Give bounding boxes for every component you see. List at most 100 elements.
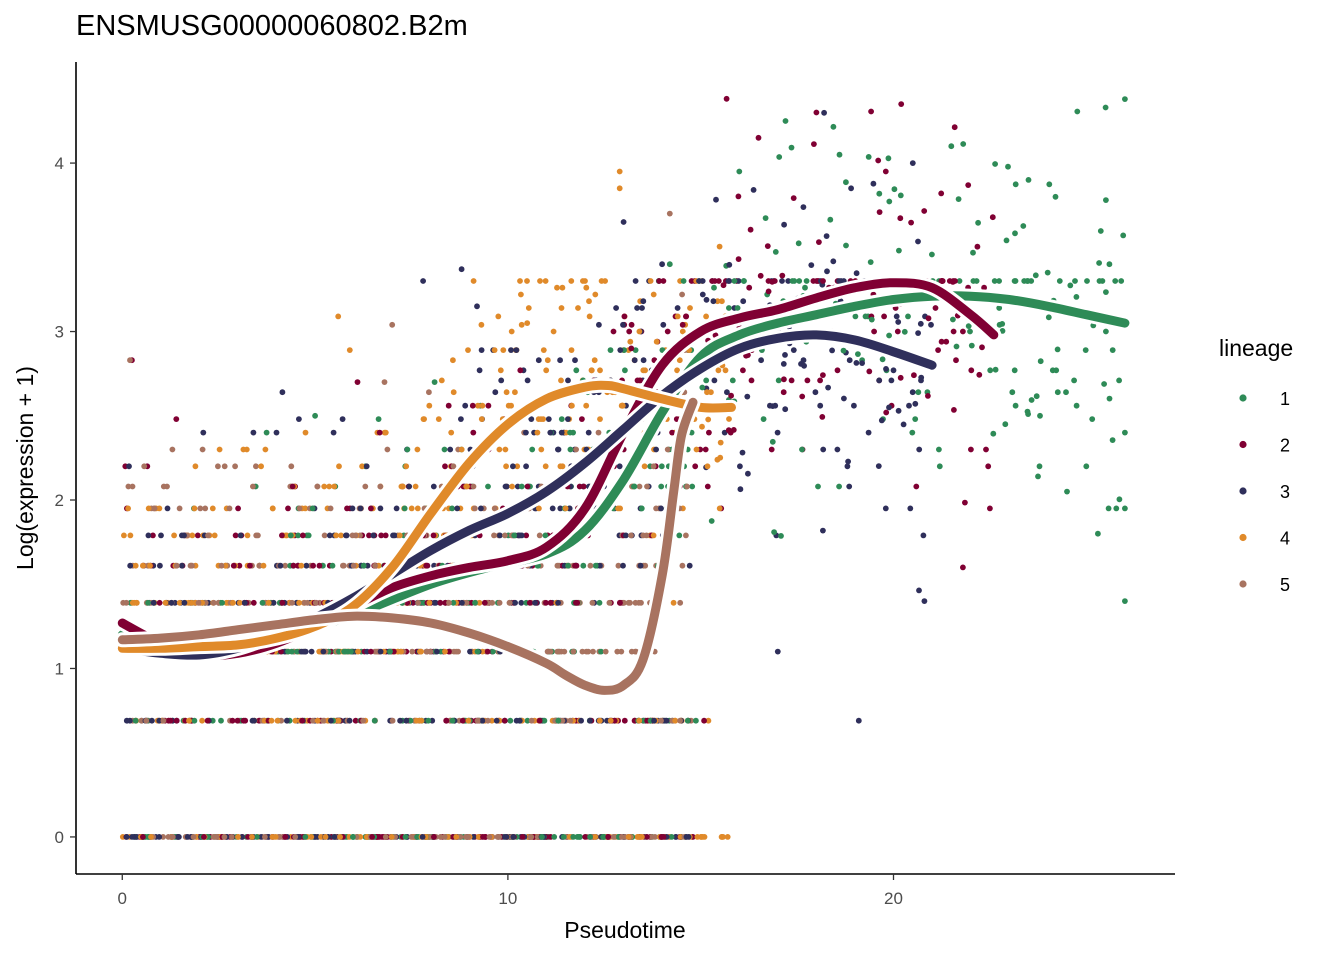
data-point-lineage-5 xyxy=(288,463,295,470)
data-point-lineage-1 xyxy=(560,834,567,840)
data-point-lineage-3 xyxy=(875,463,882,469)
data-point-lineage-3 xyxy=(841,395,847,402)
data-point-lineage-3 xyxy=(474,303,480,310)
data-point-lineage-3 xyxy=(270,599,277,606)
data-point-lineage-3 xyxy=(774,429,781,436)
data-point-lineage-1 xyxy=(431,379,438,385)
data-point-lineage-4 xyxy=(586,313,593,320)
data-point-lineage-1 xyxy=(485,483,491,490)
data-point-lineage-2 xyxy=(813,109,820,116)
data-point-lineage-3 xyxy=(907,505,914,512)
data-point-lineage-4 xyxy=(563,429,569,436)
data-point-lineage-4 xyxy=(672,717,679,724)
data-point-lineage-1 xyxy=(1095,530,1101,537)
data-point-lineage-3 xyxy=(920,532,927,539)
data-point-lineage-1 xyxy=(905,313,911,320)
data-point-lineage-3 xyxy=(800,204,807,211)
data-point-lineage-2 xyxy=(245,834,251,840)
data-point-lineage-1 xyxy=(1089,416,1096,422)
data-point-lineage-1 xyxy=(658,483,665,490)
data-point-lineage-4 xyxy=(223,599,230,606)
data-point-lineage-2 xyxy=(894,328,901,335)
data-point-lineage-2 xyxy=(669,429,675,436)
data-point-lineage-5 xyxy=(176,505,183,512)
data-point-lineage-2 xyxy=(234,717,241,724)
data-point-lineage-5 xyxy=(472,505,478,512)
data-point-lineage-2 xyxy=(156,599,163,606)
data-point-lineage-1 xyxy=(1002,421,1009,428)
data-point-lineage-4 xyxy=(543,367,550,374)
data-point-lineage-1 xyxy=(219,599,226,606)
data-point-lineage-2 xyxy=(780,389,787,396)
data-point-lineage-4 xyxy=(442,648,448,655)
data-point-lineage-3 xyxy=(447,446,454,453)
data-point-lineage-1 xyxy=(1056,278,1063,284)
data-point-lineage-3 xyxy=(596,321,602,328)
data-point-lineage-3 xyxy=(876,377,883,384)
legend-label-3: 3 xyxy=(1280,482,1290,502)
data-point-lineage-1 xyxy=(598,648,604,655)
data-point-lineage-1 xyxy=(360,562,367,569)
data-point-lineage-3 xyxy=(737,463,743,470)
data-point-lineage-4 xyxy=(199,717,206,724)
data-point-lineage-2 xyxy=(688,278,695,284)
data-point-lineage-3 xyxy=(478,347,485,353)
data-point-lineage-1 xyxy=(1106,261,1113,268)
data-point-lineage-3 xyxy=(377,505,384,512)
data-point-lineage-1 xyxy=(387,648,393,655)
data-point-lineage-1 xyxy=(1036,463,1043,470)
data-point-lineage-1 xyxy=(1106,395,1113,402)
data-point-lineage-1 xyxy=(703,377,710,384)
data-point-lineage-3 xyxy=(800,357,807,364)
data-point-lineage-2 xyxy=(921,208,928,214)
data-point-lineage-2 xyxy=(866,368,873,375)
data-point-lineage-1 xyxy=(689,483,696,490)
data-point-lineage-3 xyxy=(558,429,565,436)
data-point-lineage-3 xyxy=(790,347,797,353)
data-point-lineage-4 xyxy=(495,313,502,320)
data-point-lineage-5 xyxy=(190,834,197,840)
data-point-lineage-2 xyxy=(730,427,737,433)
data-point-lineage-1 xyxy=(711,284,717,291)
data-point-lineage-3 xyxy=(492,389,499,396)
data-point-lineage-2 xyxy=(976,371,983,378)
data-point-lineage-2 xyxy=(692,463,699,470)
data-point-lineage-5 xyxy=(187,562,194,569)
data-point-lineage-1 xyxy=(287,532,294,539)
data-point-lineage-5 xyxy=(256,562,263,569)
data-point-lineage-1 xyxy=(404,446,411,453)
data-point-lineage-4 xyxy=(209,505,216,512)
data-point-lineage-3 xyxy=(363,463,370,470)
data-point-lineage-2 xyxy=(278,648,284,655)
data-point-lineage-4 xyxy=(640,367,647,374)
data-point-lineage-2 xyxy=(431,834,437,840)
data-point-lineage-2 xyxy=(781,376,787,383)
data-point-lineage-2 xyxy=(979,344,985,351)
y-axis-ticks: 0 1 2 3 4 xyxy=(55,154,76,847)
data-point-lineage-2 xyxy=(723,95,730,102)
data-point-lineage-5 xyxy=(409,648,416,655)
data-point-lineage-5 xyxy=(314,483,321,490)
data-point-lineage-3 xyxy=(699,291,706,298)
data-point-lineage-5 xyxy=(494,834,501,840)
data-point-lineage-3 xyxy=(156,717,163,724)
data-point-lineage-3 xyxy=(823,233,830,240)
data-point-lineage-5 xyxy=(310,717,316,724)
data-point-lineage-1 xyxy=(987,367,994,374)
data-point-lineage-3 xyxy=(181,599,188,606)
data-point-lineage-3 xyxy=(725,278,732,284)
data-point-lineage-4 xyxy=(719,834,725,840)
data-point-lineage-4 xyxy=(559,284,566,291)
data-point-lineage-5 xyxy=(377,483,384,490)
data-point-lineage-4 xyxy=(596,717,603,724)
data-point-lineage-4 xyxy=(296,599,302,606)
data-point-lineage-2 xyxy=(817,377,823,384)
data-point-lineage-2 xyxy=(913,483,920,490)
data-point-lineage-2 xyxy=(430,532,437,539)
data-point-lineage-4 xyxy=(314,717,321,724)
data-point-lineage-4 xyxy=(269,505,276,512)
data-point-lineage-5 xyxy=(141,463,148,470)
data-point-lineage-1 xyxy=(999,321,1006,327)
data-point-lineage-2 xyxy=(344,505,350,512)
data-point-lineage-1 xyxy=(1009,389,1016,396)
